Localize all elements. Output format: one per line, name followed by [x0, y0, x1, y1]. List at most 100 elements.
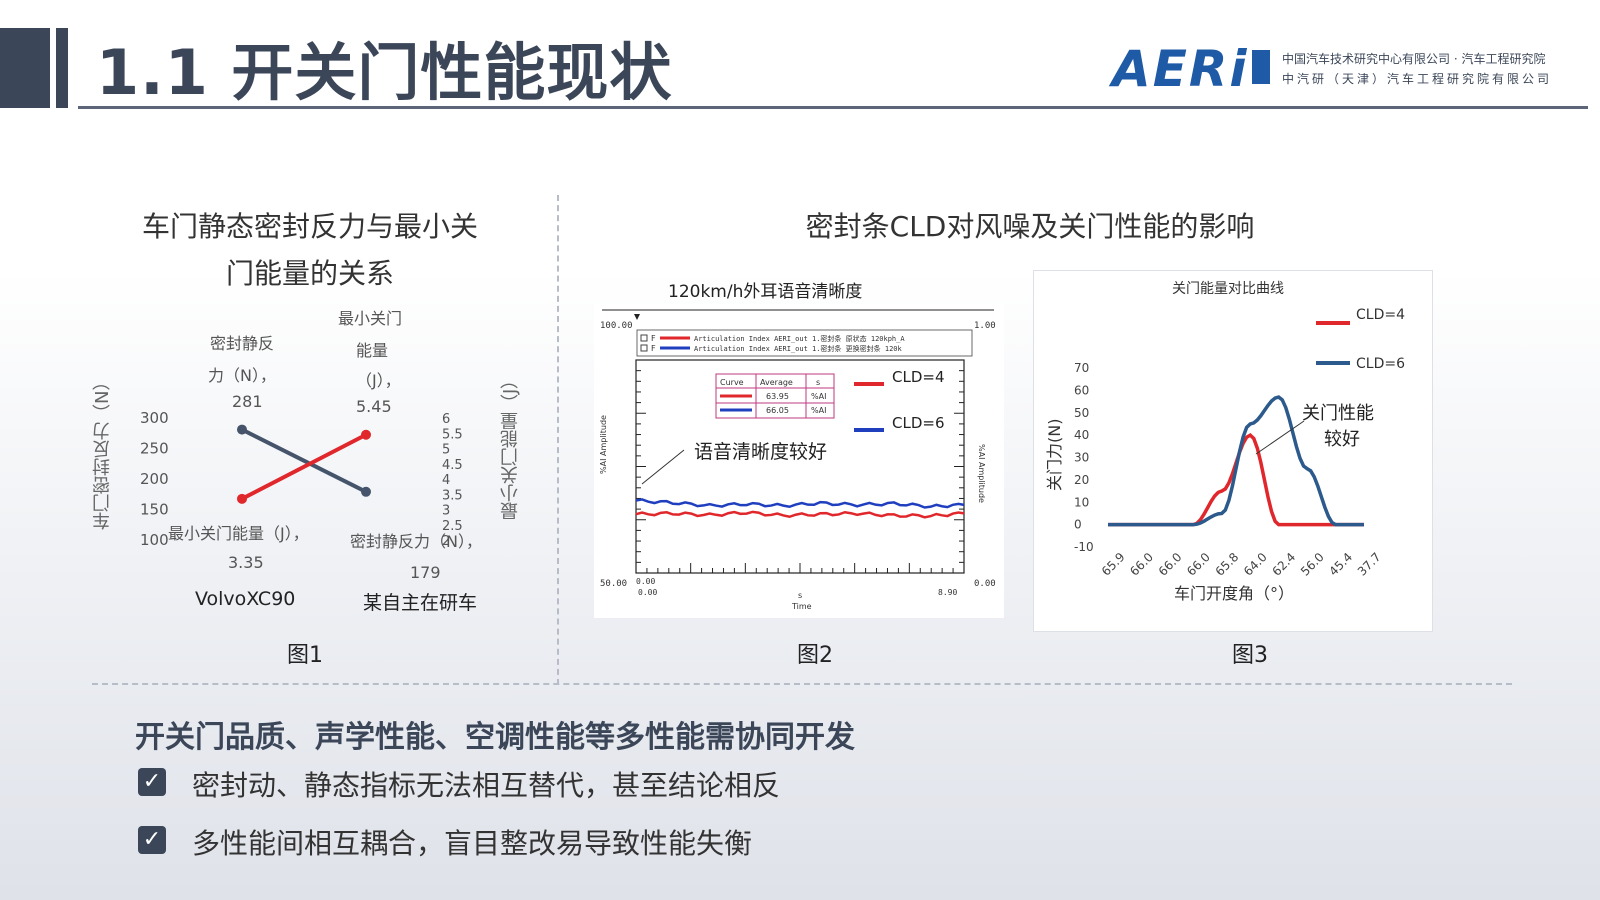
fig2-ybot-box: 0.00 [636, 577, 655, 586]
fig2-title: 120km/h外耳语音清晰度 [668, 282, 863, 302]
fig3-y-tick: 0 [1074, 518, 1082, 532]
fig2-legend-line1: Articulation Index AERI_out 1.密封条 原状态 12… [694, 334, 905, 343]
fig3-panel: 关门能量对比曲线 CLD=4 CLD=6 关门力(N) -10 0 10 20 30 40… [1033, 270, 1433, 632]
fig1-label-force-a: 密封静反 [210, 334, 275, 353]
fig1-series-line [241, 432, 367, 501]
fig1-y-right-tick: 5 [442, 443, 450, 458]
fig1-data-point [237, 424, 247, 435]
fig1-y-right-tick: 3 [442, 504, 450, 519]
fig2-table-h1: Curve [720, 378, 744, 387]
fig1-category-1: VolvoXC90 [195, 588, 296, 610]
logo-separator [1252, 50, 1270, 84]
fig3-chart: 关门能量对比曲线 CLD=4 CLD=6 关门力(N) -10 0 10 20 30 40… [1045, 281, 1405, 603]
fig2-legend-f1: F [651, 334, 656, 343]
fig2-series-line [635, 498, 965, 509]
fig1-caption: 图1 [287, 643, 323, 668]
fig2-legend-f2: F [651, 344, 656, 353]
fig3-ylabel: 关门力(N) [1045, 419, 1064, 491]
bullet-item-2: 多性能间相互耦合，盲目整改易导致性能失衡 [192, 827, 753, 860]
fig1-label-energy-c: （J）， [356, 371, 401, 390]
fig2-legend-cld4: CLD=4 [892, 368, 945, 386]
fig3-x-tick: 45.4 [1326, 550, 1355, 579]
fig1-label-force-b: 力（N）， [208, 366, 276, 385]
fig3-annotation-line2: 较好 [1324, 429, 1360, 450]
org-name-line2: 中汽研（天津）汽车工程研究院有限公司 [1282, 72, 1553, 86]
fig2-legend-cld6: CLD=6 [892, 414, 945, 432]
fig3-annotation-line1: 关门性能 [1302, 403, 1374, 424]
header-accent-bar-thin [56, 28, 68, 108]
fig3-x-tick: 56.0 [1298, 550, 1327, 579]
fig2-ybot-right: 0.00 [974, 579, 996, 589]
fig2-ytop: 100.00 [600, 321, 633, 331]
fig3-y-tick: 40 [1074, 428, 1089, 442]
header-accent-bar [0, 28, 50, 108]
bullet-item-1: 密封动、静态指标无法相互替代，甚至结论相反 [192, 769, 781, 802]
fig3-legend-cld6: CLD=6 [1356, 356, 1405, 372]
fig2-table-r2-avg: 66.05 [766, 406, 789, 415]
fig3-x-tick: 66.0 [1156, 550, 1185, 579]
fig1-y-right-label: 最小关门能量（J） [500, 370, 521, 520]
fig1-series-line [241, 427, 367, 494]
fig2-ytop-right: 1.00 [974, 321, 996, 331]
fig1-y-left-tick: 250 [140, 440, 169, 458]
fig3-x-tick: 66.0 [1127, 550, 1156, 579]
fig3-y-tick: 60 [1074, 383, 1089, 397]
fig2-ybot: 50.00 [600, 579, 627, 589]
fig2-legend-line2: Articulation Index AERI_out 1.密封条 更换密封条 … [694, 344, 903, 353]
aeri-logo: AERi [1112, 40, 1249, 98]
fig3-title: 关门能量对比曲线 [1172, 281, 1284, 297]
fig2-caption: 图2 [797, 643, 833, 668]
fig1-label-energy-low-val: 3.35 [228, 553, 264, 572]
cld-section-title: 密封条CLD对风噪及关门性能的影响 [805, 210, 1255, 243]
fig2-y-axis: %AI Amplitude [599, 415, 608, 474]
section-divider-horizontal [92, 683, 1512, 685]
fig1-label-energy-a: 最小关门 [338, 309, 403, 328]
fig3-caption: 图3 [1232, 643, 1268, 668]
fig2-table-r2-unit: %AI [811, 406, 826, 415]
fig1-y-left-tick: 100 [140, 531, 169, 549]
fig2-xright: 8.90 [938, 588, 957, 597]
fig1-label-energy-low: 最小关门能量（J）， [168, 524, 309, 543]
fig1-title-line1: 车门静态密封反力与最小关 [141, 210, 478, 243]
fig1-label-energy-b: 能量 [356, 341, 389, 360]
fig1-chart: 300 250 200 150 100 65.554.543.532.52 [140, 410, 463, 549]
header-divider [78, 106, 1588, 109]
fig1-y-right-tick: 2 [442, 534, 450, 549]
fig3-y-tick: 20 [1074, 473, 1089, 487]
org-name-line1: 中国汽车技术研究中心有限公司 · 汽车工程研究院 [1282, 52, 1546, 66]
fig2-chart: 100.00 1.00 50.00 0.00 F Articulation In… [599, 309, 996, 611]
section-divider-vertical [557, 195, 559, 685]
fig1-data-point [361, 429, 371, 440]
fig3-x-tick: 65.8 [1213, 550, 1242, 579]
checkbox-icon: ✓ [138, 768, 166, 796]
fig3-y-tick: 10 [1074, 495, 1089, 509]
fig3-legend-cld4: CLD=4 [1356, 307, 1405, 323]
fig1-y-right-tick: 4.5 [442, 458, 463, 473]
fig3-y-tick: -10 [1074, 540, 1094, 554]
checkbox-icon: ✓ [138, 826, 166, 854]
fig3-xlabel: 车门开度角（°） [1174, 584, 1294, 603]
fig3-x-tick: 66.0 [1184, 550, 1213, 579]
fig1-y-right-tick: 2.5 [442, 519, 463, 534]
fig2-table-h3: s [816, 378, 820, 387]
fig2-xleft: 0.00 [638, 588, 657, 597]
fig3-x-tick: 37.7 [1355, 550, 1384, 579]
fig1-y-right-tick: 4 [442, 473, 450, 488]
fig1-category-2: 某自主在研车 [363, 592, 478, 614]
fig2-annotation: 语音清晰度较好 [694, 441, 827, 463]
fig1-label-energy-val: 5.45 [356, 397, 392, 416]
fig1-title-line2: 门能量的关系 [225, 257, 394, 290]
fig1-data-point [361, 486, 371, 497]
fig3-x-tick: 64.0 [1241, 550, 1270, 579]
fig2-series-line [635, 510, 965, 519]
fig2-table-r1-avg: 63.95 [766, 392, 789, 401]
fig3-x-tick: 62.4 [1269, 550, 1298, 579]
fig2-table-r1-unit: %AI [811, 392, 826, 401]
fig1-y-left-tick: 150 [140, 501, 169, 519]
fig3-y-tick: 70 [1074, 361, 1089, 375]
fig1-y-left-tick: 300 [140, 410, 169, 427]
fig1-y-right-tick: 6 [442, 412, 450, 427]
page-title: 1.1 开关门性能现状 [96, 36, 673, 109]
fig2-table-h2: Average [760, 378, 793, 387]
fig1-label-force-low-val: 179 [410, 563, 441, 582]
